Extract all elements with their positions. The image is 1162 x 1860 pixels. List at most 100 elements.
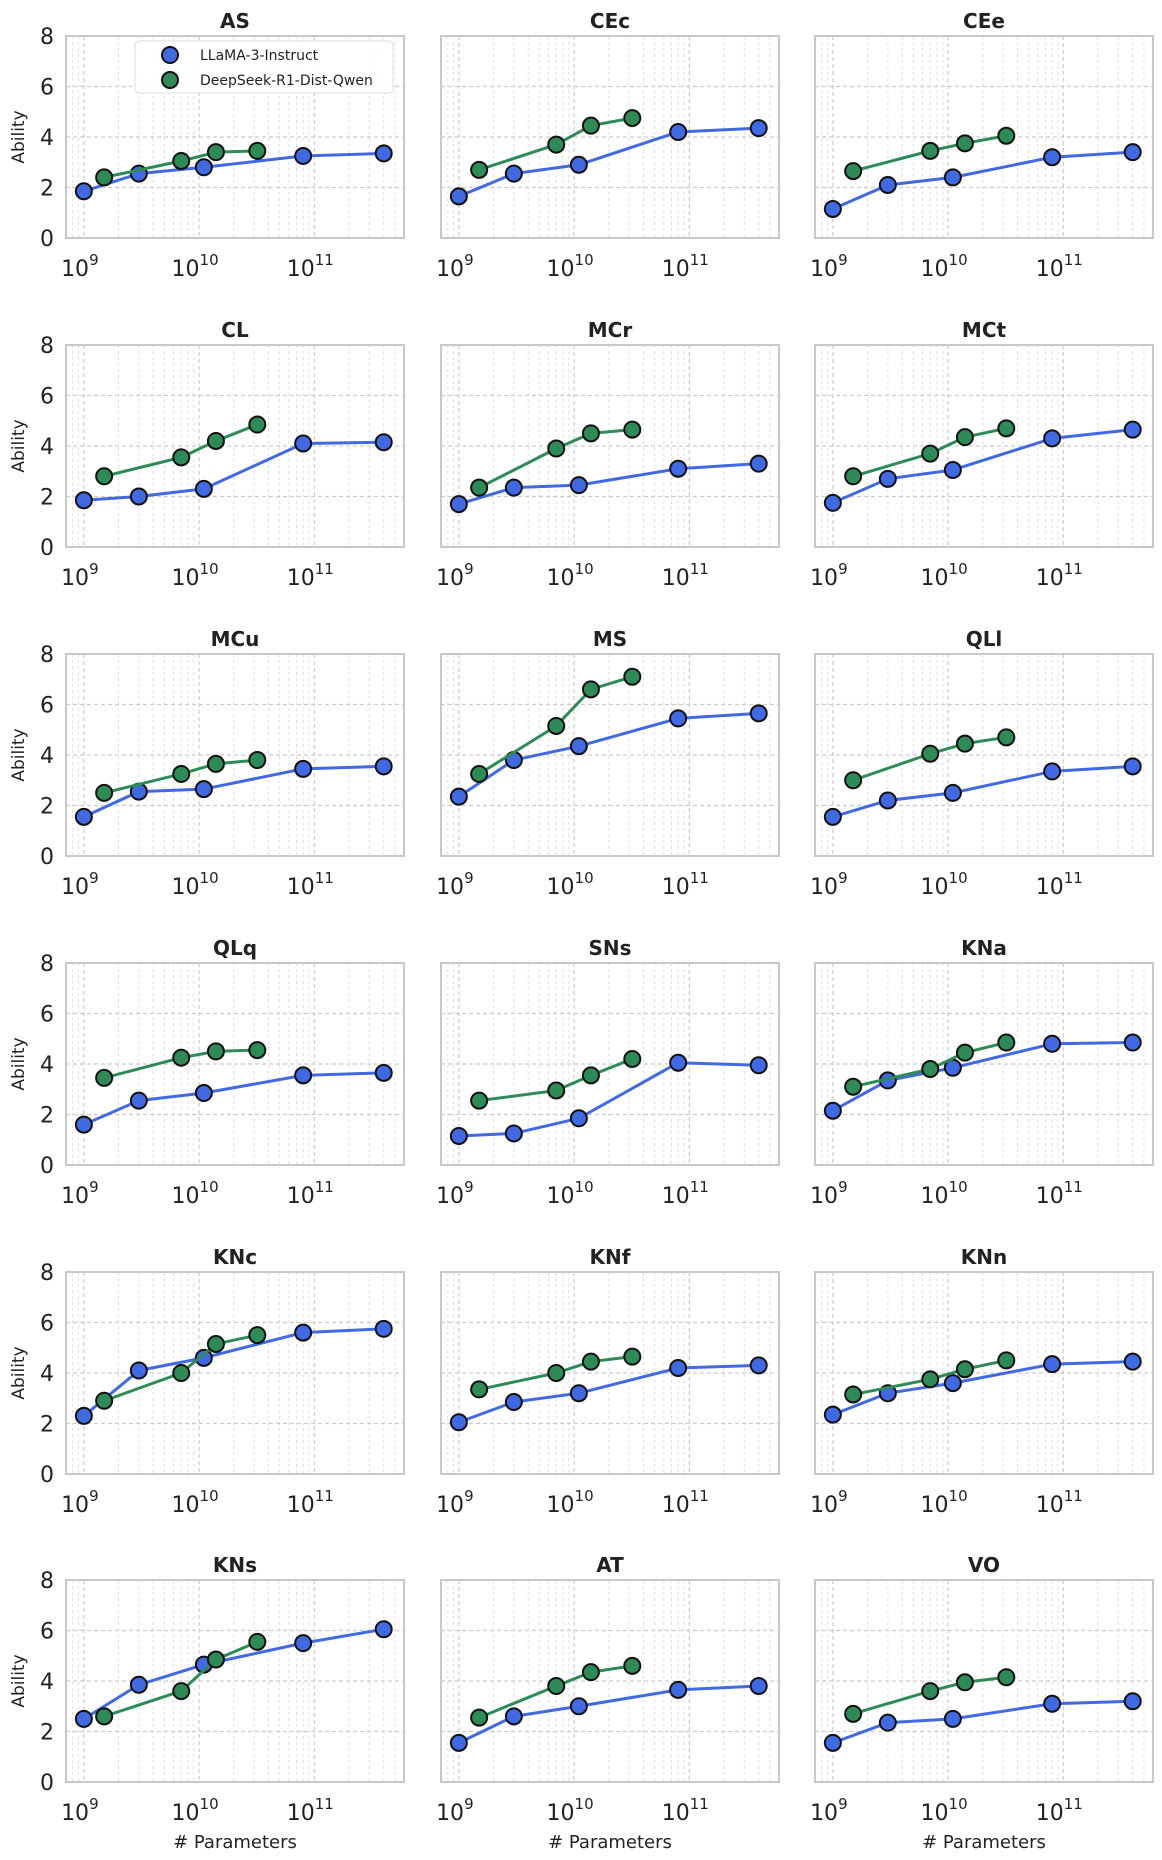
plot-frame [65, 962, 405, 1166]
data-point-deepseek [844, 1077, 863, 1096]
data-point-deepseek [248, 1041, 267, 1060]
y-tick-label: 2 [40, 1721, 54, 1746]
series-line-deepseek [103, 1048, 258, 1080]
series-line-deepseek [478, 1664, 633, 1720]
legend-frame [134, 40, 394, 94]
data-point-deepseek [470, 478, 489, 497]
data-point-deepseek [997, 126, 1016, 145]
data-point-llama [669, 1053, 688, 1072]
subplot-mct: MCt 109 1010 1011 [810, 318, 1154, 591]
subplot-mcu: MCu 0 2 4 6 8 Ability 109 1010 1011 [9, 627, 405, 900]
data-point-llama [294, 1634, 313, 1653]
subplot-title: MCr [588, 318, 633, 342]
data-point-deepseek [623, 667, 642, 686]
data-point-llama [449, 1126, 468, 1145]
data-point-llama [449, 495, 468, 514]
subplot-title: CEe [963, 9, 1005, 33]
subplot-qll: QLl 109 1010 1011 [810, 627, 1154, 900]
subplot-title: SNs [588, 936, 631, 960]
x-tick-label: 109 [436, 1178, 474, 1209]
data-point-llama [374, 757, 393, 776]
y-tick-label: 2 [40, 1413, 54, 1438]
subplot-qlq: QLq 0 2 4 6 8 Ability 109 1010 1011 [9, 936, 405, 1209]
data-point-llama [823, 1405, 842, 1424]
data-point-llama [374, 1620, 393, 1639]
x-tick-label: 1010 [921, 1487, 968, 1518]
data-point-deepseek [997, 728, 1016, 747]
subplot-knc: KNc 0 2 4 6 8 Ability 109 1010 1011 [9, 1245, 405, 1518]
series-line-llama [458, 711, 759, 798]
series-line-deepseek [478, 116, 633, 172]
data-point-deepseek [581, 1352, 600, 1371]
y-tick-label: 0 [40, 1154, 54, 1179]
x-tick-label: 1010 [921, 251, 968, 282]
data-point-llama [504, 1393, 523, 1412]
y-tick-label: 2 [40, 486, 54, 511]
subplot-at: AT 109 1010 1011 # Parameters [436, 1553, 780, 1853]
plot-frame [814, 1579, 1154, 1783]
data-point-deepseek [997, 419, 1016, 438]
x-axis-label: # Parameters [548, 1832, 672, 1853]
x-tick-label: 1011 [1036, 251, 1083, 282]
y-tick-label: 4 [40, 1053, 54, 1078]
data-point-llama [374, 144, 393, 163]
data-point-deepseek [206, 431, 225, 450]
data-point-deepseek [206, 143, 225, 162]
x-tick-label: 109 [436, 251, 474, 282]
data-point-llama [294, 759, 313, 778]
x-tick-label: 1010 [547, 869, 594, 900]
data-point-llama [1123, 1692, 1142, 1711]
plot-frame [65, 35, 405, 239]
x-tick-label: 109 [810, 869, 848, 900]
data-point-deepseek [172, 1048, 191, 1067]
plot-frame [65, 653, 405, 857]
data-point-llama [749, 1056, 768, 1075]
x-tick-label: 109 [436, 560, 474, 591]
data-point-llama [129, 1675, 148, 1694]
legend-label: LLaMA-3-Instruct [200, 48, 319, 64]
data-point-deepseek [844, 162, 863, 181]
data-point-llama [504, 1124, 523, 1143]
data-point-deepseek [955, 134, 974, 153]
data-point-deepseek [547, 1364, 566, 1382]
x-tick-label: 1011 [1036, 1178, 1083, 1209]
subplot-knn: KNn 109 1010 1011 [810, 1245, 1154, 1518]
data-point-deepseek [955, 428, 974, 447]
data-point-deepseek [844, 1385, 863, 1404]
plot-frame [440, 35, 780, 239]
x-tick-label: 1011 [662, 1178, 709, 1209]
data-point-llama [669, 122, 688, 141]
subplot-cee: CEe 109 1010 1011 [810, 9, 1154, 282]
data-point-deepseek [623, 1049, 642, 1068]
plot-frame [65, 1271, 405, 1475]
subplot-title: KNa [961, 936, 1007, 960]
subplot-title: VO [968, 1553, 1000, 1577]
data-point-llama [294, 434, 313, 453]
subplot-sns: SNs 109 1010 1011 [436, 936, 780, 1209]
data-point-llama [943, 168, 962, 187]
data-point-llama [1043, 429, 1062, 448]
data-point-llama [823, 807, 842, 826]
data-point-llama [1043, 1034, 1062, 1053]
data-point-deepseek [470, 160, 489, 179]
data-point-deepseek [547, 439, 566, 458]
x-tick-label: 109 [810, 251, 848, 282]
data-point-llama [374, 1063, 393, 1082]
data-point-deepseek [95, 1068, 114, 1087]
data-point-deepseek [206, 1650, 225, 1669]
subplot-title: KNc [213, 1245, 257, 1269]
subplot-title: MCt [962, 318, 1007, 342]
x-tick-label: 1010 [547, 1178, 594, 1209]
y-tick-label: 8 [40, 643, 54, 668]
x-tick-label: 109 [436, 1795, 474, 1826]
y-tick-label: 0 [40, 536, 54, 561]
y-tick-label: 0 [40, 227, 54, 252]
data-point-llama [74, 1709, 93, 1728]
subplot-title: QLl [966, 627, 1003, 651]
data-point-llama [449, 1733, 468, 1752]
plot-frame [814, 653, 1154, 857]
data-point-llama [1123, 143, 1142, 162]
data-point-llama [129, 1361, 148, 1380]
x-tick-label: 1011 [662, 1795, 709, 1826]
